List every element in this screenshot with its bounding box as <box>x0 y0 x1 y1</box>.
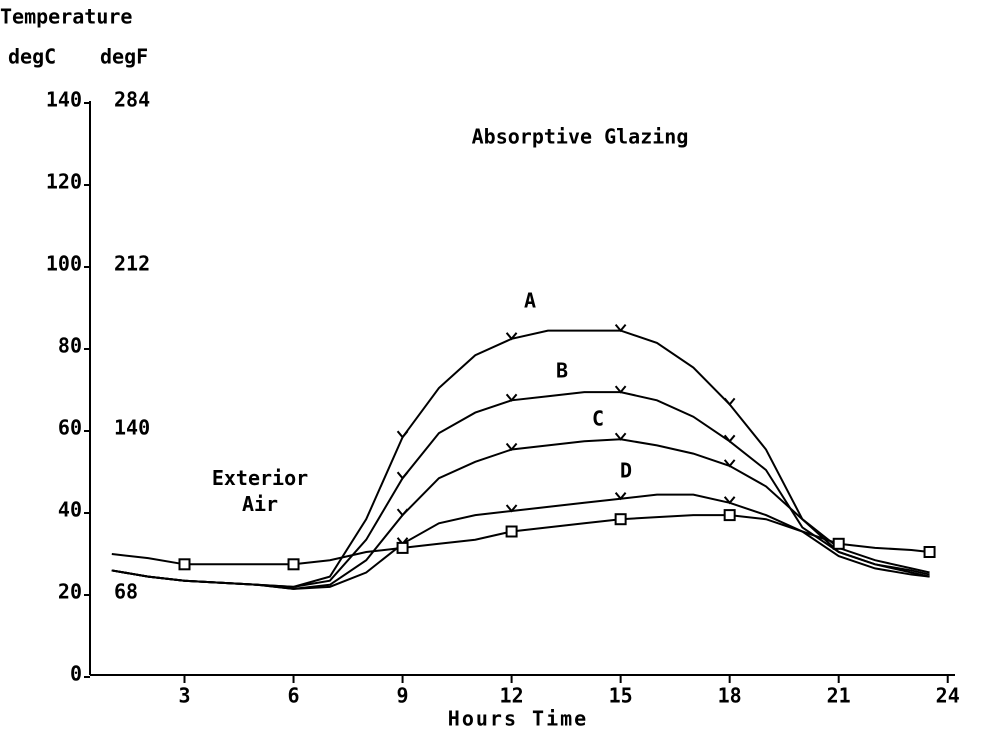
marker <box>723 459 736 468</box>
x-tick-label: 18 <box>718 684 742 708</box>
marker <box>505 442 518 452</box>
marker <box>723 434 736 443</box>
marker <box>923 546 936 558</box>
x-tick-label: 15 <box>609 684 633 708</box>
marker <box>614 492 627 501</box>
series-label: C <box>592 407 604 431</box>
y-tick-label: 140 <box>46 88 82 112</box>
x-tick-label: 6 <box>288 684 300 708</box>
y-tick-label: 120 <box>46 170 82 194</box>
marker <box>505 504 518 513</box>
y-tick-label: 80 <box>58 334 82 358</box>
x-axis-title: Hours Time <box>448 707 588 731</box>
y2-tick-label: 212 <box>114 252 150 276</box>
x-tick-label: 21 <box>827 684 851 708</box>
y2-tick-label: 68 <box>114 580 138 604</box>
marker <box>505 332 518 341</box>
series-label: D <box>620 459 632 483</box>
marker <box>723 397 736 406</box>
x-tick-label: 3 <box>178 684 190 708</box>
marker <box>832 537 845 550</box>
series-line <box>111 329 930 588</box>
marker <box>396 541 409 554</box>
marker <box>396 508 409 517</box>
marker <box>396 430 409 439</box>
marker <box>178 558 191 571</box>
series-label: Exterior Air <box>211 466 309 516</box>
series-label: B <box>556 359 568 383</box>
x-tick-label: 24 <box>936 684 960 708</box>
series-label: A <box>524 289 536 313</box>
marker <box>505 393 518 402</box>
y-tick-label: 0 <box>70 662 82 686</box>
y-axis-title: Temperature <box>0 5 132 29</box>
marker <box>614 513 627 526</box>
y2-tick-label: 140 <box>114 416 150 440</box>
series-line <box>111 514 930 566</box>
marker <box>614 385 627 394</box>
x-tick-label: 9 <box>397 684 409 708</box>
marker <box>723 496 736 505</box>
series-line <box>111 493 930 590</box>
marker <box>396 471 409 480</box>
x-tick-label: 12 <box>500 684 524 708</box>
y-tick-label: 40 <box>58 498 82 522</box>
y-tick-label: 100 <box>46 252 82 276</box>
y2-tick-label: 284 <box>114 88 150 112</box>
marker <box>505 525 518 538</box>
marker <box>614 432 627 441</box>
marker <box>614 323 627 333</box>
y2-unit-label: degF <box>100 45 148 69</box>
y-tick-label: 20 <box>58 580 82 604</box>
y-tick-label: 60 <box>58 416 82 440</box>
marker <box>287 558 300 571</box>
marker <box>723 509 736 522</box>
y-unit-label: degC <box>8 45 56 69</box>
chart-title: Absorptive Glazing <box>472 125 689 149</box>
